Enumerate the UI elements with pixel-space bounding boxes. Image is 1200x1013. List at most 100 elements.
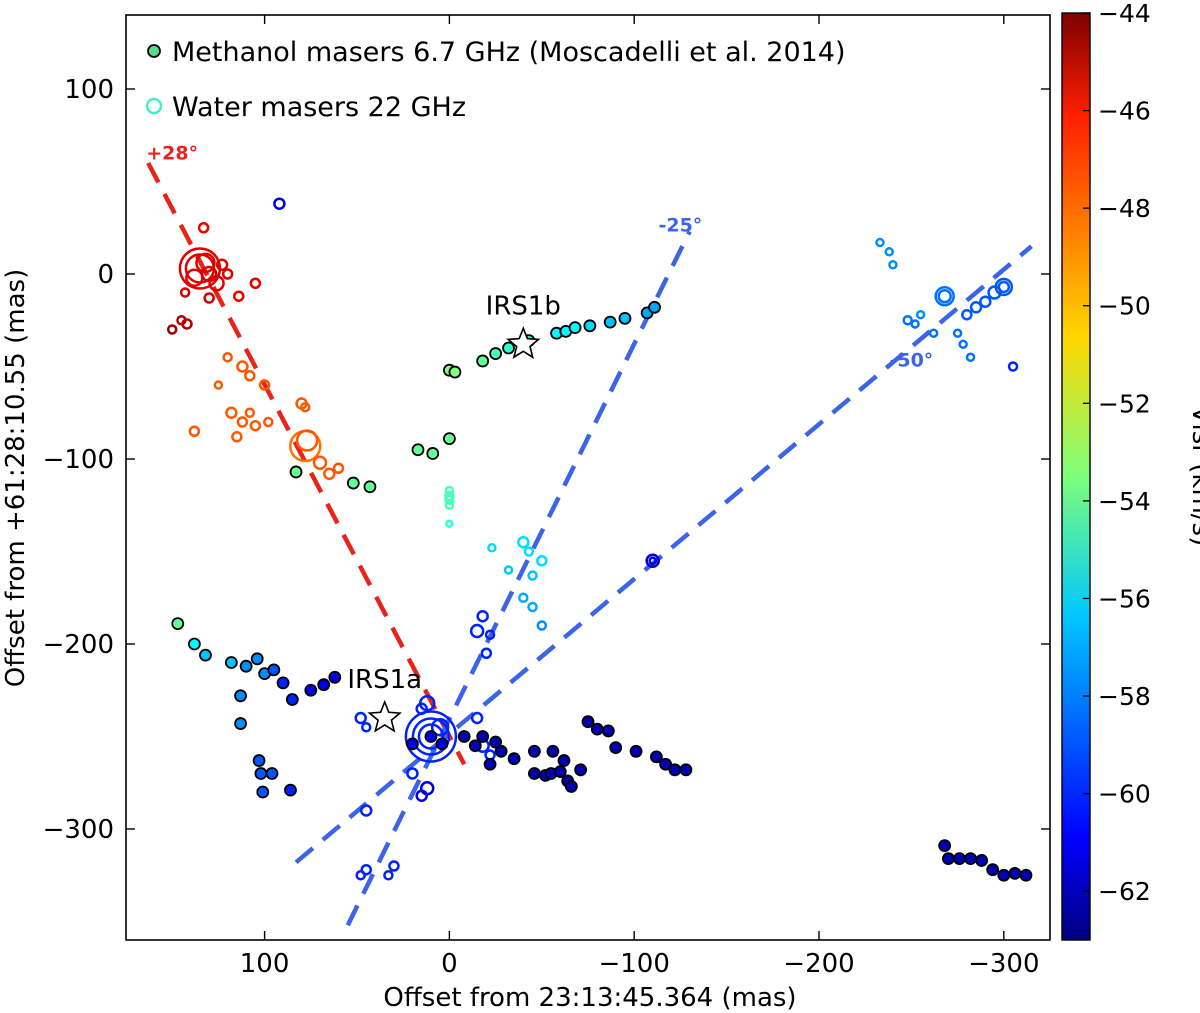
water-maser-point [263, 416, 274, 428]
methanol-maser-point [424, 730, 438, 743]
methanol-maser-point [997, 868, 1011, 882]
methanol-maser-point [224, 656, 238, 669]
legend-water-marker [145, 97, 163, 115]
star-label-irs1b: IRS1b [486, 291, 561, 321]
water-maser-point [258, 379, 271, 391]
methanol-maser-point [938, 839, 952, 853]
water-maser-point [910, 319, 920, 329]
methanol-maser-point [609, 741, 623, 754]
water-maser-point [232, 290, 245, 302]
methanol-maser-point [442, 432, 456, 446]
water-maser-point [354, 711, 367, 725]
water-maser-point [179, 287, 191, 298]
methanol-maser-point [476, 730, 490, 743]
water-maser-point [875, 237, 885, 248]
methanol-maser-point [581, 715, 595, 729]
water-maser-point [388, 860, 400, 872]
colorbar-label: Vlsr (km/s) [1186, 406, 1200, 547]
water-maser-point [236, 416, 249, 428]
water-maser-point [469, 623, 485, 639]
water-maser-point [645, 553, 660, 568]
water-maser-point [444, 500, 455, 510]
water-maser-point [937, 288, 952, 304]
colorbar-tick-label: −58 [1098, 682, 1151, 711]
water-maser-point [215, 258, 229, 271]
methanol-maser-point [234, 689, 247, 703]
colorbar-tick-label: −62 [1098, 877, 1151, 906]
water-maser-point [419, 781, 435, 796]
water-maser-point [332, 462, 345, 474]
water-maser-point [430, 718, 450, 737]
water-maser-point [965, 352, 976, 362]
water-maser-point [383, 870, 394, 881]
water-maser-point [208, 275, 225, 292]
star-marker-irs1b [506, 326, 541, 359]
water-maser-point [300, 401, 311, 413]
water-maser-point [231, 431, 243, 443]
water-maser-point [415, 789, 428, 802]
methanol-maser-point [1019, 868, 1033, 882]
water-maser-point [417, 723, 445, 750]
water-maser-point [444, 485, 455, 496]
methanol-maser-point [363, 480, 377, 494]
colorbar-tick-label: −44 [1098, 0, 1151, 28]
water-maser-point [480, 647, 493, 659]
water-maser-point [470, 711, 484, 725]
methanol-maser-point [975, 854, 989, 867]
water-maser-point [888, 260, 898, 270]
methanol-maser-point [601, 724, 615, 738]
methanol-maser-point [304, 683, 318, 697]
star-label-irs1a: IRS1a [347, 665, 422, 695]
water-maser-point [487, 543, 497, 553]
methanol-maser-point [553, 765, 567, 779]
water-maser-point [411, 717, 451, 756]
legend-water-label: Water masers 22 GHz [172, 92, 466, 123]
methanol-maser-point [468, 739, 482, 753]
legend-methanol-marker [147, 44, 161, 58]
line-label-axis-minus25: -25° [658, 214, 702, 236]
colorbar-gradient [1061, 12, 1091, 941]
methanol-maser-point [199, 648, 212, 662]
methanol-maser-point [668, 763, 682, 777]
water-maser-point [445, 519, 454, 528]
water-maser-point [648, 556, 657, 565]
methanol-maser-point [648, 300, 661, 314]
water-maser-point [503, 565, 514, 575]
methanol-maser-point [583, 319, 597, 333]
methanol-maser-point [557, 754, 571, 767]
methanol-maser-point [489, 347, 503, 360]
methanol-maser-point [187, 637, 201, 651]
water-maser-point [176, 315, 187, 326]
water-maser-point [195, 252, 216, 274]
methanol-maser-point [659, 757, 673, 771]
water-maser-point [295, 429, 319, 452]
methanol-maser-point [250, 652, 264, 666]
water-maser-point [244, 407, 256, 418]
water-maser-point [404, 710, 458, 763]
water-maser-point [884, 247, 894, 257]
x-tick-label: 100 [240, 949, 290, 979]
water-maser-point [415, 702, 428, 715]
water-maser-point [355, 870, 366, 881]
legend-methanol-label: Methanol masers 6.7 GHz (Moscadelli et a… [172, 37, 846, 68]
colorbar-tick-label: −54 [1098, 487, 1151, 516]
water-maser-point [523, 546, 535, 557]
water-maser-point [236, 360, 249, 373]
water-maser-point [213, 380, 224, 390]
dashed-line-axis-minus25 [345, 230, 692, 927]
methanol-maser-point [254, 767, 268, 780]
colorbar-tick-label: −60 [1098, 780, 1151, 809]
methanol-maser-point [953, 852, 966, 865]
y-axis-label: Offset from +61:28:10.55 (mas) [1, 269, 31, 687]
methanol-maser-point [265, 767, 279, 780]
water-maser-point [221, 268, 234, 280]
methanol-maser-point [406, 737, 419, 751]
colorbar-tick-label: −48 [1098, 194, 1151, 223]
water-maser-point [536, 555, 548, 567]
methanol-maser-point [276, 676, 290, 690]
water-maser-point [902, 315, 913, 326]
water-maser-point [969, 301, 983, 314]
water-maser-point [934, 285, 955, 307]
water-maser-point [225, 406, 238, 419]
